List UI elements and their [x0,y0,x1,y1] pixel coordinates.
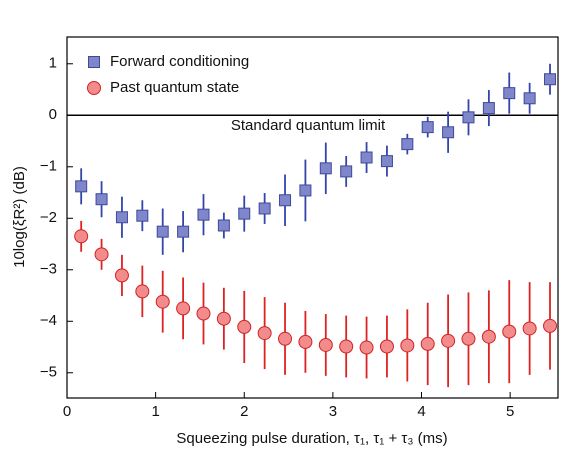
data-point [94,247,109,262]
data-point [75,180,88,193]
data-point [74,229,89,244]
data-point [319,162,332,175]
data-point [279,194,292,207]
y-axis-label: 10log(ξR²) (dB) [11,166,28,268]
data-point [135,284,150,299]
data-point [400,338,415,353]
data-point [420,336,435,351]
data-point [258,202,271,215]
data-point [196,306,211,321]
data-point [257,326,272,341]
x-tick-label: 4 [417,403,425,420]
annotation: Standard quantum limit [231,117,386,134]
data-point [177,225,190,238]
data-point [339,339,354,354]
y-tick-label: 1 [49,55,57,72]
legend-marker [87,81,101,95]
data-point [462,111,475,124]
y-tick-label: −4 [40,312,57,329]
x-tick-label: 2 [240,403,248,420]
data-point [114,268,129,283]
data-point [461,331,476,346]
data-point [299,184,312,197]
x-axis-label: Squeezing pulse duration, τ₁, τ₁ + τ₃ (m… [176,430,447,447]
y-tick-label: −3 [40,261,57,278]
legend-label: Forward conditioning [110,53,249,70]
legend-marker [88,56,100,68]
data-point [379,339,394,354]
data-point [318,337,333,352]
data-point [340,165,353,178]
y-tick-label: −2 [40,209,57,226]
y-tick-label: −1 [40,158,57,175]
data-point [155,294,170,309]
data-point [442,126,455,139]
x-tick-label: 3 [329,403,337,420]
data-point [401,138,414,151]
data-point [544,73,557,86]
data-point [503,87,516,100]
data-point [360,151,373,164]
data-point [156,225,169,238]
data-point [543,318,558,333]
data-point [197,208,210,221]
data-point [441,333,456,348]
data-point [359,340,374,355]
data-point [95,193,108,206]
data-point [298,334,313,349]
y-tick-label: 0 [49,106,57,123]
data-point [216,311,231,326]
data-point [217,219,230,232]
data-point [380,155,393,168]
x-tick-label: 5 [506,403,514,420]
data-point [482,102,495,115]
plot-frame [66,36,559,399]
legend-label: Past quantum state [110,79,239,96]
data-point [421,121,434,134]
data-point [237,319,252,334]
data-point [115,211,128,224]
data-point [136,209,149,222]
data-point [176,301,191,316]
data-point [481,329,496,344]
y-tick-label: −5 [40,364,57,381]
x-tick-label: 0 [63,403,71,420]
data-point [502,324,517,339]
x-tick-label: 1 [151,403,159,420]
data-point [238,207,251,220]
data-point [522,321,537,336]
data-point [523,92,536,105]
data-point [278,331,293,346]
